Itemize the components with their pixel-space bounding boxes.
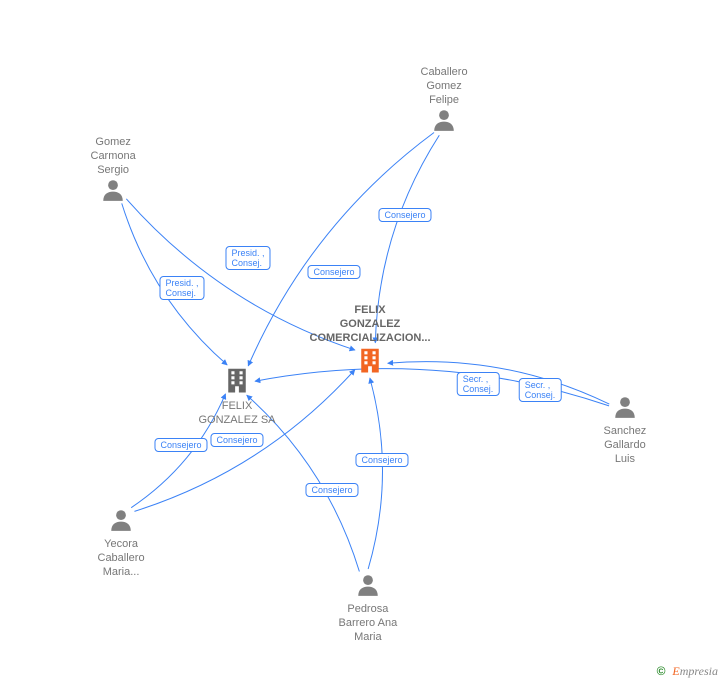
person-icon bbox=[355, 572, 381, 603]
node-gomez[interactable]: GomezCarmonaSergio bbox=[91, 136, 136, 208]
node-label: YecoraCaballeroMaria... bbox=[98, 538, 145, 579]
person-icon bbox=[100, 177, 126, 208]
node-label: GomezCarmonaSergio bbox=[91, 136, 136, 177]
node-pedrosa[interactable]: PedrosaBarrero AnaMaria bbox=[339, 572, 398, 644]
node-caballero[interactable]: CaballeroGomezFelipe bbox=[421, 66, 468, 138]
edge-label: Consejero bbox=[305, 483, 358, 497]
building-icon bbox=[355, 345, 385, 380]
edge-label: Consejero bbox=[210, 433, 263, 447]
node-label: FELIXGONZALEZCOMERCIALIZACION... bbox=[310, 304, 431, 345]
diagram-canvas: GomezCarmonaSergio CaballeroGomezFelipe … bbox=[0, 0, 728, 685]
copyright-symbol: © bbox=[657, 664, 666, 678]
edge bbox=[368, 378, 382, 569]
node-sanchez[interactable]: SanchezGallardoLuis bbox=[604, 394, 647, 466]
person-icon bbox=[612, 394, 638, 425]
brand-name: Empresia bbox=[672, 664, 718, 678]
node-label: SanchezGallardoLuis bbox=[604, 425, 647, 466]
person-icon bbox=[108, 507, 134, 538]
footer-credit: © Empresia bbox=[657, 664, 718, 679]
edge-label: Presid. ,Consej. bbox=[159, 276, 204, 300]
edge-label: Consejero bbox=[355, 453, 408, 467]
node-felixsa[interactable]: FELIXGONZALEZ SA bbox=[199, 365, 276, 428]
edge-label: Secr. ,Consej. bbox=[519, 378, 562, 402]
node-label: PedrosaBarrero AnaMaria bbox=[339, 603, 398, 644]
edge-label: Consejero bbox=[154, 438, 207, 452]
node-label: CaballeroGomezFelipe bbox=[421, 66, 468, 107]
node-label: FELIXGONZALEZ SA bbox=[199, 400, 276, 428]
edge-label: Consejero bbox=[378, 208, 431, 222]
building-icon bbox=[222, 365, 252, 400]
edge-label: Secr. ,Consej. bbox=[457, 372, 500, 396]
edge-label: Consejero bbox=[307, 265, 360, 279]
edge-label: Presid. ,Consej. bbox=[225, 246, 270, 270]
node-yecora[interactable]: YecoraCaballeroMaria... bbox=[98, 507, 145, 579]
person-icon bbox=[431, 107, 457, 138]
node-felixcom[interactable]: FELIXGONZALEZCOMERCIALIZACION... bbox=[310, 304, 431, 380]
